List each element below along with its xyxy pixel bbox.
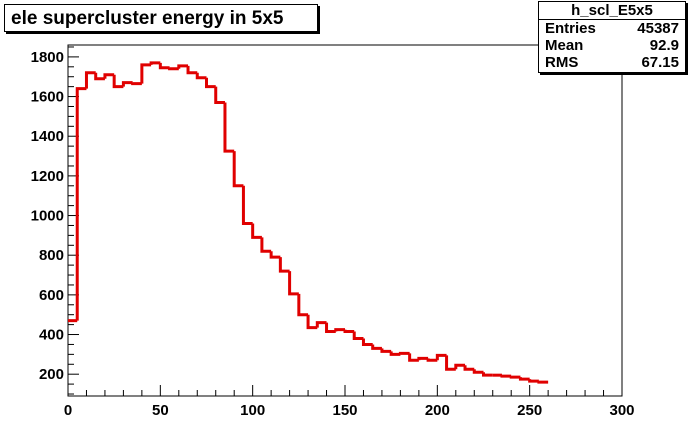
- histogram-bin: [380, 348, 392, 353]
- histogram-bin: [417, 356, 429, 361]
- histogram-bin: [177, 64, 189, 69]
- histogram-bin: [269, 251, 281, 259]
- stats-value: 45387: [637, 20, 679, 37]
- histogram-bin: [75, 87, 87, 321]
- histogram-bin: [445, 355, 456, 371]
- histogram-bin: [509, 375, 521, 379]
- x-tick-label: 100: [240, 402, 265, 419]
- histogram-bin: [352, 331, 364, 340]
- histogram-bin: [389, 351, 401, 356]
- histogram-bin: [435, 353, 447, 361]
- histogram-bin: [518, 377, 530, 381]
- stats-label: Mean: [545, 37, 584, 54]
- y-tick-label: 1800: [31, 49, 64, 66]
- y-tick-label: 600: [39, 287, 64, 304]
- histogram-bin: [251, 223, 262, 239]
- histogram-bin: [241, 185, 253, 225]
- x-tick-label: 50: [152, 402, 169, 419]
- y-tick-label: 400: [39, 327, 64, 344]
- histogram-bin: [500, 374, 512, 378]
- histogram-bin: [408, 353, 419, 362]
- histogram-bin: [121, 81, 133, 87]
- histogram-bin: [140, 63, 152, 84]
- stats-value: 67.15: [641, 54, 679, 71]
- plot-title: ele supercluster energy in 5x5: [4, 4, 318, 32]
- y-tick-label: 1600: [31, 89, 64, 106]
- histogram-bin: [131, 82, 142, 86]
- stats-label: Entries: [545, 20, 596, 37]
- histogram-bin: [223, 102, 235, 153]
- histogram-bin: [84, 71, 96, 89]
- y-tick-label: 200: [39, 366, 64, 383]
- stats-row-rms: RMS 67.15: [539, 54, 685, 71]
- x-tick-label: 300: [609, 402, 634, 419]
- x-tick-label: 200: [425, 402, 450, 419]
- y-tick-label: 1400: [31, 128, 64, 145]
- histogram-bin: [232, 151, 244, 188]
- histogram-bin: [537, 380, 549, 384]
- histogram-bin: [168, 67, 179, 71]
- histogram-bin: [325, 322, 336, 334]
- stats-box: h_scl_E5x5 Entries 45387 Mean 92.9 RMS 6…: [538, 1, 686, 73]
- x-tick-label: 250: [517, 402, 542, 419]
- stats-value: 92.9: [649, 37, 679, 54]
- stats-row-mean: Mean 92.9: [539, 37, 685, 54]
- histogram-bin: [260, 237, 272, 253]
- y-tick-label: 800: [39, 247, 64, 264]
- histogram-bin: [149, 61, 161, 65]
- plot-frame: [67, 44, 623, 397]
- histogram-bin: [361, 338, 373, 346]
- histogram-bin: [371, 344, 382, 350]
- histogram-bin: [94, 72, 105, 81]
- histogram-bin: [288, 271, 299, 296]
- histogram-bin: [112, 74, 124, 89]
- stats-row-entries: Entries 45387: [539, 20, 685, 37]
- histogram-bin: [454, 363, 466, 370]
- histogram-bin: [186, 65, 198, 75]
- histogram-bin: [103, 73, 115, 79]
- histogram-bin: [334, 328, 345, 332]
- histogram-bin: [343, 329, 355, 334]
- y-tick-label: 1000: [31, 208, 64, 225]
- histogram-bin: [306, 314, 318, 330]
- histogram-bin: [426, 358, 438, 362]
- x-tick-label: 0: [64, 402, 72, 419]
- histogram-bin: [158, 62, 170, 70]
- histogram-bin: [398, 351, 410, 355]
- y-tick-label: 1200: [31, 168, 64, 185]
- histogram-bin: [205, 77, 216, 89]
- histogram-bin: [528, 379, 539, 383]
- histogram-bin: [214, 86, 225, 105]
- histogram-bin: [482, 372, 493, 377]
- stats-histogram-name: h_scl_E5x5: [539, 2, 685, 20]
- histogram-bin: [315, 321, 327, 328]
- stats-label: RMS: [545, 54, 579, 71]
- histogram-bin: [472, 369, 484, 374]
- histogram-bin: [463, 365, 475, 371]
- x-tick-label: 150: [332, 402, 357, 419]
- histogram-bin: [195, 72, 207, 80]
- histogram-bin: [297, 293, 309, 317]
- histogram-bin: [278, 257, 290, 273]
